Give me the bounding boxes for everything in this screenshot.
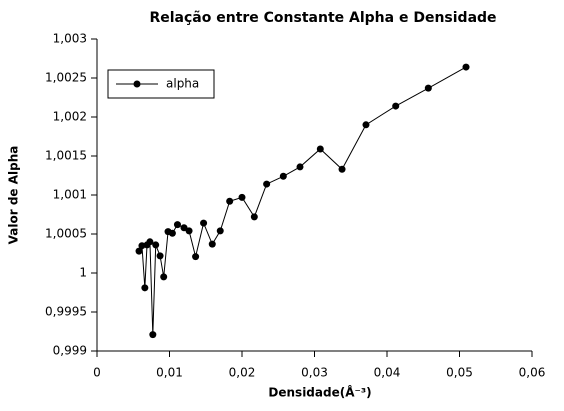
- point: [146, 238, 154, 246]
- point: [180, 224, 188, 232]
- point: [141, 284, 149, 292]
- point: [226, 197, 234, 205]
- y-tick-label: 1: [79, 266, 87, 280]
- point: [152, 241, 160, 249]
- point: [173, 221, 181, 229]
- point: [216, 227, 224, 235]
- x-axis-label: Densidade(Å⁻³): [268, 385, 371, 400]
- point: [185, 227, 193, 235]
- y-tick-label: 1,003: [53, 32, 87, 46]
- x-tick-label: 0: [93, 366, 101, 380]
- x-tick-label: 0,05: [446, 366, 473, 380]
- legend-marker: [133, 80, 141, 88]
- point: [362, 121, 370, 129]
- legend-label: alpha: [166, 77, 199, 91]
- chart-title: Relação entre Constante Alpha e Densidad…: [149, 10, 496, 26]
- y-tick-label: 1,001: [53, 188, 87, 202]
- point: [208, 240, 216, 248]
- point: [250, 213, 258, 221]
- x-tick-label: 0,03: [301, 366, 328, 380]
- point: [462, 63, 470, 71]
- point: [149, 331, 157, 339]
- point: [263, 180, 271, 188]
- x-tick-label: 0,06: [519, 366, 546, 380]
- point: [168, 229, 176, 237]
- y-axis-label: Valor de Alpha: [7, 146, 21, 245]
- y-tick-label: 1,002: [53, 110, 87, 124]
- point: [192, 253, 200, 261]
- x-tick-label: 0,04: [374, 366, 401, 380]
- point: [238, 193, 246, 201]
- point: [424, 84, 432, 92]
- point: [296, 163, 304, 171]
- point: [279, 172, 287, 180]
- x-tick-label: 0,02: [229, 366, 256, 380]
- y-tick-label: 1,0005: [45, 227, 87, 241]
- y-tick-label: 1,0015: [45, 149, 87, 163]
- point: [200, 219, 208, 227]
- line: [138, 66, 467, 335]
- y-tick-label: 1,0025: [45, 71, 87, 85]
- point: [135, 247, 143, 255]
- point: [392, 102, 400, 110]
- y-tick-label: 0,999: [53, 344, 87, 358]
- point: [156, 252, 164, 260]
- y-tick-label: 0,9995: [45, 305, 87, 319]
- x-tick-label: 0,01: [156, 366, 183, 380]
- point: [316, 145, 324, 153]
- point: [160, 273, 168, 281]
- point: [338, 165, 346, 173]
